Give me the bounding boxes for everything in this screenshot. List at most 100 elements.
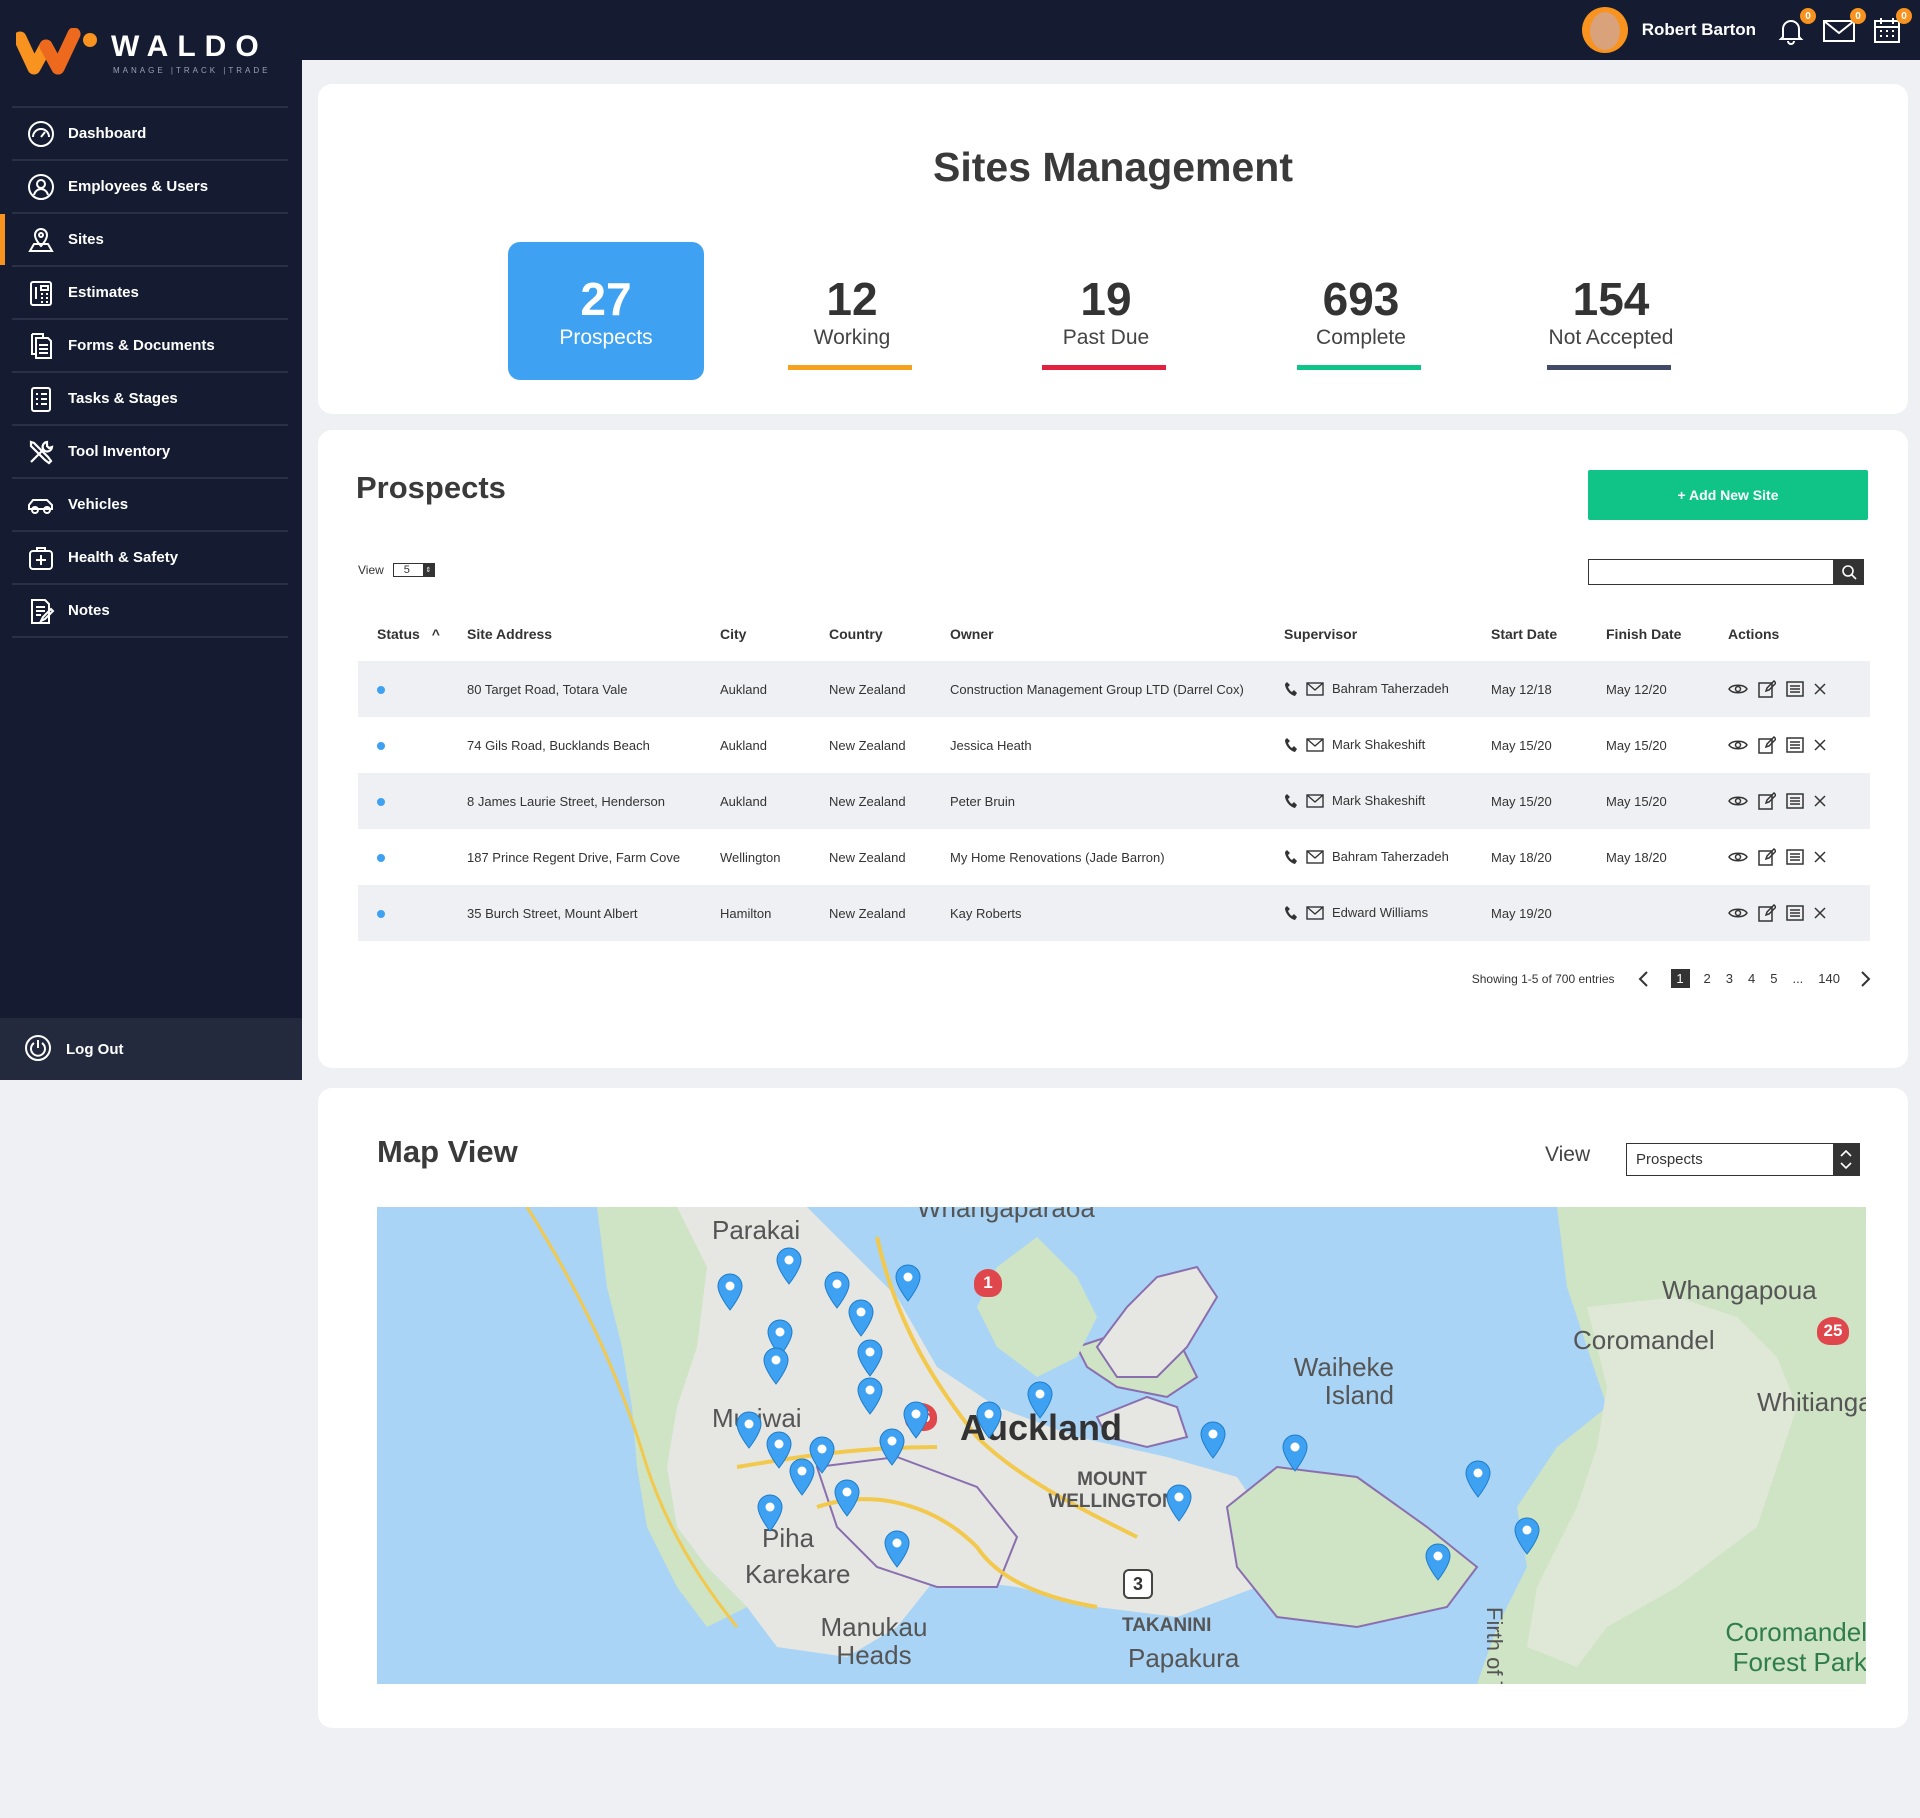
map-pin-icon[interactable] — [857, 1377, 883, 1415]
map-pin-icon[interactable] — [879, 1428, 905, 1466]
document-icon[interactable] — [1786, 792, 1804, 810]
stat-not-accepted[interactable]: 154 Not Accepted — [1513, 242, 1709, 380]
table-row[interactable]: 35 Burch Street, Mount Albert Hamilton New… — [358, 885, 1870, 941]
map-pin-icon[interactable] — [809, 1436, 835, 1474]
map-pin-icon[interactable] — [884, 1530, 910, 1568]
column-header-owner[interactable]: Owner — [950, 626, 994, 642]
map-pin-icon[interactable] — [1514, 1517, 1540, 1555]
eye-icon[interactable] — [1728, 850, 1748, 864]
map-pin-icon[interactable] — [1282, 1434, 1308, 1472]
map-pin-icon[interactable] — [1166, 1484, 1192, 1522]
page-link-1[interactable]: 1 — [1670, 969, 1690, 988]
page-link-4[interactable]: 4 — [1747, 971, 1756, 986]
map-pin-icon[interactable] — [1465, 1460, 1491, 1498]
close-icon[interactable] — [1814, 795, 1826, 807]
sidebar-item-forms[interactable]: Forms & Documents — [12, 318, 288, 371]
chevron-left-icon[interactable] — [1637, 970, 1649, 988]
eye-icon[interactable] — [1728, 738, 1748, 752]
add-site-button[interactable]: + Add New Site — [1588, 470, 1868, 520]
envelope-icon[interactable] — [1306, 906, 1324, 920]
column-header-country[interactable]: Country — [829, 626, 883, 642]
map-pin-icon[interactable] — [736, 1411, 762, 1449]
sidebar-item-estimates[interactable]: Estimates — [12, 265, 288, 318]
column-header-city[interactable]: City — [720, 626, 747, 642]
map-pin-icon[interactable] — [903, 1401, 929, 1439]
phone-icon[interactable] — [1284, 849, 1298, 865]
phone-icon[interactable] — [1284, 793, 1298, 809]
stat-prospects[interactable]: 27 Prospects — [508, 242, 704, 380]
envelope-icon[interactable] — [1306, 794, 1324, 808]
calendar-button[interactable]: 0 — [1872, 8, 1912, 45]
close-icon[interactable] — [1814, 739, 1826, 751]
document-icon[interactable] — [1786, 680, 1804, 698]
map-pin-icon[interactable] — [857, 1339, 883, 1377]
edit-icon[interactable] — [1758, 847, 1778, 866]
map-pin-icon[interactable] — [895, 1264, 921, 1302]
map-pin-icon[interactable] — [767, 1319, 793, 1357]
chevron-right-icon[interactable] — [1860, 970, 1872, 988]
edit-icon[interactable] — [1758, 903, 1778, 922]
close-icon[interactable] — [1814, 683, 1826, 695]
map-pin-icon[interactable] — [824, 1271, 850, 1309]
notifications-button[interactable]: 0 — [1776, 8, 1816, 45]
page-link-5[interactable]: 5 — [1770, 971, 1778, 986]
table-row[interactable]: 8 James Laurie Street, Henderson Aukland N… — [358, 773, 1870, 829]
stat-past-due[interactable]: 19 Past Due — [1008, 242, 1204, 380]
eye-icon[interactable] — [1728, 794, 1748, 808]
table-row[interactable]: 74 Gils Road, Bucklands Beach Aukland New … — [358, 717, 1870, 773]
edit-icon[interactable] — [1758, 679, 1778, 698]
document-icon[interactable] — [1786, 848, 1804, 866]
phone-icon[interactable] — [1284, 737, 1298, 753]
envelope-icon[interactable] — [1306, 850, 1324, 864]
column-header-finish-date[interactable]: Finish Date — [1606, 626, 1682, 642]
map-pin-icon[interactable] — [1027, 1381, 1053, 1419]
search-input[interactable] — [1588, 559, 1833, 585]
page-link-2[interactable]: 2 — [1703, 971, 1711, 986]
close-icon[interactable] — [1814, 851, 1826, 863]
envelope-icon[interactable] — [1306, 738, 1324, 752]
document-icon[interactable] — [1786, 736, 1804, 754]
sidebar-item-sites[interactable]: Sites — [0, 212, 288, 265]
stat-complete[interactable]: 693 Complete — [1263, 242, 1459, 380]
table-row[interactable]: 187 Prince Regent Drive, Farm Cove Wellin… — [358, 829, 1870, 885]
map-pin-icon[interactable] — [763, 1347, 789, 1385]
sidebar-item-employees[interactable]: Employees & Users — [12, 159, 288, 212]
envelope-icon[interactable] — [1306, 682, 1324, 696]
eye-icon[interactable] — [1728, 906, 1748, 920]
page-link-3[interactable]: 3 — [1725, 971, 1733, 986]
column-header-status[interactable]: Status ^ — [377, 626, 440, 642]
waldo-logo[interactable]: WALDO MANAGE |TRACK |TRADE — [16, 24, 286, 80]
map-pin-icon[interactable] — [1425, 1543, 1451, 1581]
map-pin-icon[interactable] — [848, 1299, 874, 1337]
close-icon[interactable] — [1814, 907, 1826, 919]
sidebar-item-tasks[interactable]: Tasks & Stages — [12, 371, 288, 424]
eye-icon[interactable] — [1728, 682, 1748, 696]
map-pin-icon[interactable] — [757, 1494, 783, 1532]
search-button[interactable] — [1833, 559, 1864, 585]
sidebar-item-dashboard[interactable]: Dashboard — [12, 106, 288, 159]
page-link-last[interactable]: 140 — [1818, 971, 1840, 986]
column-header-address[interactable]: Site Address — [467, 626, 553, 642]
document-icon[interactable] — [1786, 904, 1804, 922]
edit-icon[interactable] — [1758, 735, 1778, 754]
sidebar-item-tools[interactable]: Tool Inventory — [12, 424, 288, 477]
sort-ascending-icon[interactable]: ^ — [431, 626, 440, 642]
map-pin-icon[interactable] — [789, 1458, 815, 1496]
sidebar-item-vehicles[interactable]: Vehicles — [12, 477, 288, 530]
page-size-select[interactable]: 5 ⇕ — [392, 563, 435, 577]
avatar[interactable] — [1581, 7, 1628, 53]
map-pin-icon[interactable] — [776, 1247, 802, 1285]
column-header-supervisor[interactable]: Supervisor — [1284, 626, 1358, 642]
map-pin-icon[interactable] — [834, 1479, 860, 1517]
map-pin-icon[interactable] — [717, 1273, 743, 1311]
map-pin-icon[interactable] — [766, 1431, 792, 1469]
user-name[interactable]: Robert Barton — [1641, 20, 1756, 39]
map-pin-icon[interactable] — [976, 1401, 1002, 1439]
sidebar-item-health-safety[interactable]: Health & Safety — [12, 530, 288, 583]
stat-working[interactable]: 12 Working — [754, 242, 950, 380]
sidebar-item-notes[interactable]: Notes — [12, 583, 288, 638]
column-header-start-date[interactable]: Start Date — [1491, 626, 1558, 642]
map[interactable]: Whangaparaoa Parakai Muriwai Piha Kareka… — [377, 1207, 1866, 1684]
map-view-select[interactable]: Prospects — [1626, 1143, 1860, 1176]
table-row[interactable]: 80 Target Road, Totara Vale Aukland New Ze… — [358, 661, 1870, 717]
